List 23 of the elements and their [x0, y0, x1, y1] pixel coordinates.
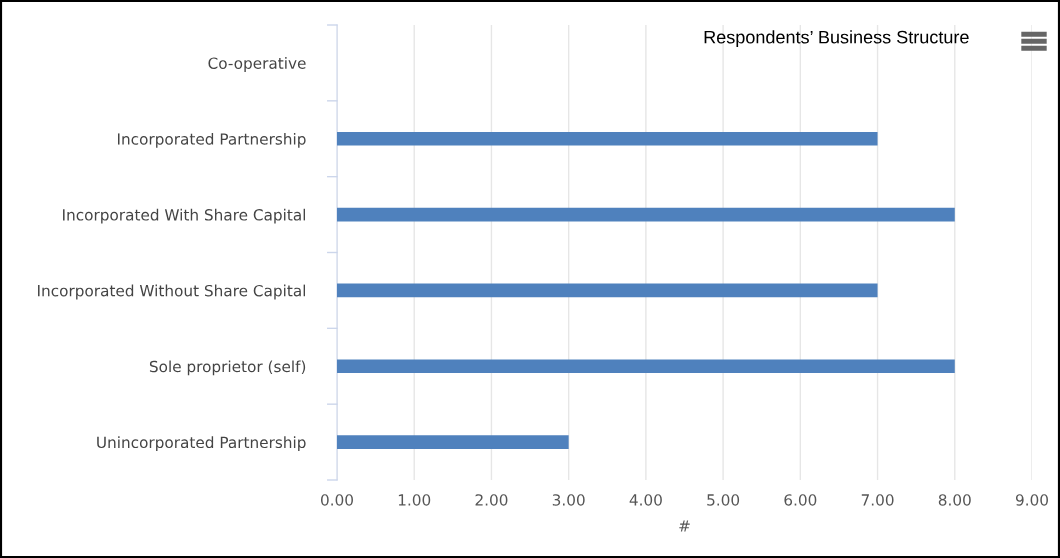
chart-title: Respondents’ Business Structure: [704, 30, 969, 48]
x-axis-title: #: [679, 520, 690, 532]
bar: [337, 207, 955, 222]
y-tick-label: Incorporated With Share Capital: [63, 208, 306, 224]
y-tick-label: Incorporated Without Share Capital: [38, 284, 306, 300]
x-tick-label: 2.00: [475, 494, 508, 506]
y-tick-label: Incorporated Partnership: [117, 132, 306, 148]
bar: [337, 359, 955, 374]
bar: [337, 131, 878, 146]
y-tick-label: Unincorporated Partnership: [97, 436, 306, 452]
x-tick-label: 0.00: [321, 494, 353, 506]
x-tick-label: 5.00: [707, 494, 740, 506]
bar: [337, 283, 878, 298]
bar: [337, 435, 569, 449]
x-tick-label: 9.00: [1015, 494, 1048, 506]
x-tick-label: 8.00: [938, 494, 971, 506]
x-tick-label: 7.00: [861, 494, 894, 506]
x-tick-label: 6.00: [784, 494, 817, 506]
y-tick-label: Sole proprietor (self): [149, 360, 306, 376]
x-tick-label: 1.00: [398, 494, 431, 506]
x-tick-label: 3.00: [552, 494, 585, 506]
y-tick-label: Co-operative: [208, 57, 306, 72]
x-tick-label: 4.00: [629, 494, 662, 506]
